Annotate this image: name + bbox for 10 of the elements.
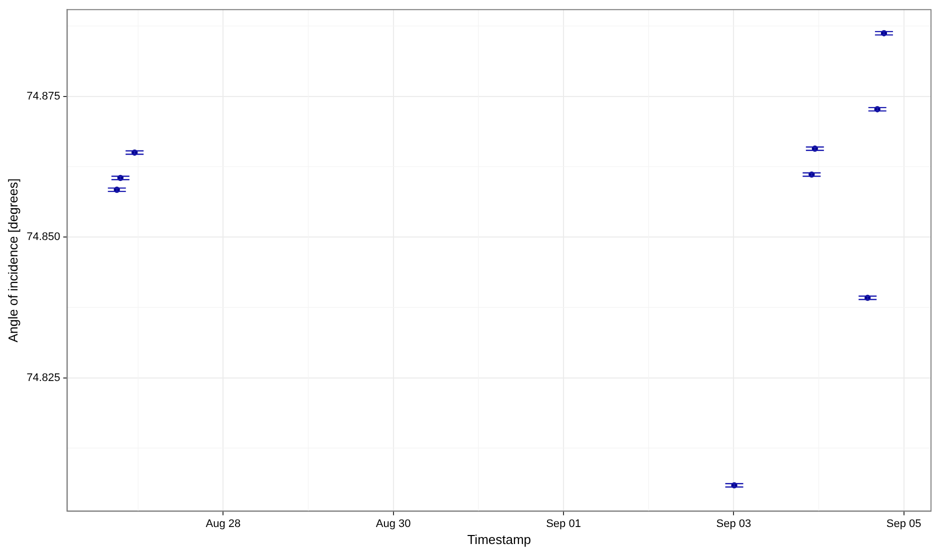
- y-tick-label: 74.875: [26, 90, 60, 102]
- y-tick-label: 74.825: [26, 372, 60, 384]
- x-tick-label: Sep 03: [716, 518, 752, 530]
- x-tick-label: Aug 30: [376, 518, 411, 530]
- x-tick-label: Sep 01: [546, 518, 581, 530]
- y-tick-label: 74.850: [26, 231, 60, 244]
- x-tick-label: Aug 28: [206, 518, 241, 530]
- y-axis-title: Angle of incidence [degrees]: [5, 178, 20, 342]
- x-axis-title: Timestamp: [467, 532, 532, 547]
- x-tick-label: Sep 05: [886, 518, 922, 530]
